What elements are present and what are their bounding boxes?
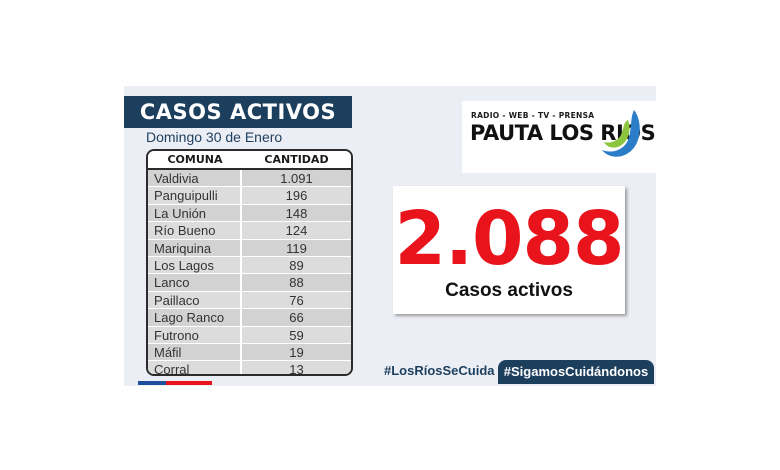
table-row: Valdivia 1.091 bbox=[148, 170, 351, 188]
pauta-los-rios-logo: RADIO - WEB - TV - PRENSA PAUTA LOS RIOS bbox=[462, 101, 656, 173]
table-row: Paillaco 76 bbox=[148, 291, 351, 310]
table-row: Corral 13 bbox=[148, 361, 351, 374]
hashtag-los-rios-se-cuida: #LosRíosSeCuida bbox=[384, 363, 495, 378]
column-header-cantidad: CANTIDAD bbox=[264, 153, 329, 166]
table-row: Futrono 59 bbox=[148, 326, 351, 344]
date-label: Domingo 30 de Enero bbox=[146, 129, 283, 145]
cantidad-cell: 13 bbox=[242, 361, 351, 374]
cantidad-cell: 76 bbox=[242, 291, 351, 309]
comuna-cell: Lago Ranco bbox=[148, 309, 242, 326]
table-row: Lago Ranco 66 bbox=[148, 309, 351, 327]
flag-stripe-blue bbox=[138, 381, 166, 385]
hashtag-sigamos-cuidandonos: #SigamosCuidándonos bbox=[498, 360, 654, 384]
comuna-cell: Valdivia bbox=[148, 170, 242, 187]
comuna-cell: Corral bbox=[148, 361, 242, 374]
comuna-cell: Panguipulli bbox=[148, 187, 242, 204]
cantidad-cell: 89 bbox=[242, 256, 351, 274]
comuna-cell: Río Bueno bbox=[148, 222, 242, 239]
cantidad-cell: 19 bbox=[242, 343, 351, 361]
cantidad-cell: 119 bbox=[242, 239, 351, 256]
comuna-cell: Lanco bbox=[148, 274, 242, 291]
page-title: CASOS ACTIVOS bbox=[124, 96, 352, 128]
cantidad-cell: 59 bbox=[242, 326, 351, 343]
comuna-cell: Mariquina bbox=[148, 239, 242, 256]
table-row: Mariquina 119 bbox=[148, 239, 351, 257]
cantidad-cell: 1.091 bbox=[242, 170, 351, 187]
total-cases-number: 2.088 bbox=[394, 196, 624, 282]
table-row: La Unión 148 bbox=[148, 204, 351, 223]
table-body: Valdivia 1.091 Panguipulli 196 La Unión 148… bbox=[148, 170, 351, 374]
column-header-comuna: COMUNA bbox=[167, 153, 223, 166]
cantidad-cell: 88 bbox=[242, 274, 351, 291]
table-row: Panguipulli 196 bbox=[148, 187, 351, 205]
comuna-cell: Los Lagos bbox=[148, 256, 242, 274]
swirl-logo-icon bbox=[602, 110, 640, 157]
total-cases-box: 2.088 Casos activos bbox=[393, 186, 625, 314]
table-header: COMUNA CANTIDAD bbox=[148, 151, 351, 170]
logo-tagline: RADIO - WEB - TV - PRENSA bbox=[471, 111, 595, 120]
comuna-cell: Futrono bbox=[148, 326, 242, 343]
table-row: Los Lagos 89 bbox=[148, 256, 351, 275]
comuna-cell: Paillaco bbox=[148, 291, 242, 309]
table-row: Máfil 19 bbox=[148, 343, 351, 362]
cantidad-cell: 66 bbox=[242, 309, 351, 326]
flag-stripe-red bbox=[166, 381, 212, 385]
cantidad-cell: 124 bbox=[242, 222, 351, 239]
cantidad-cell: 196 bbox=[242, 187, 351, 204]
total-cases-caption: Casos activos bbox=[445, 280, 573, 301]
cantidad-cell: 148 bbox=[242, 204, 351, 222]
comuna-cell: La Unión bbox=[148, 204, 242, 222]
cases-table: COMUNA CANTIDAD Valdivia 1.091 Panguipull… bbox=[146, 149, 353, 376]
table-row: Río Bueno 124 bbox=[148, 222, 351, 240]
table-row: Lanco 88 bbox=[148, 274, 351, 292]
comuna-cell: Máfil bbox=[148, 343, 242, 361]
